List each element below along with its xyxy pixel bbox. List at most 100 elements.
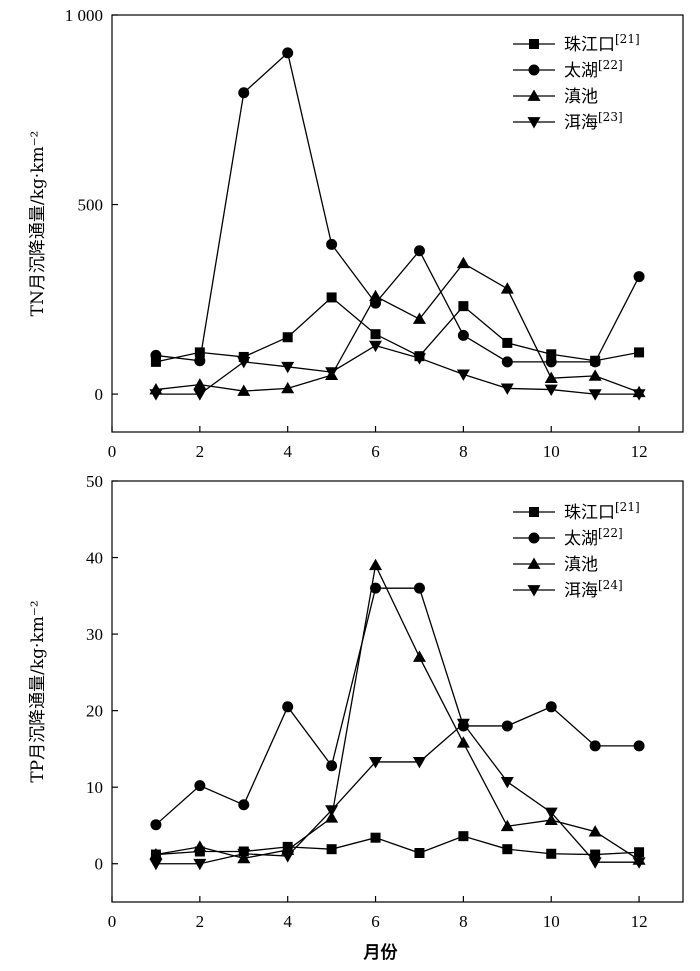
x-tick-label: 2 (196, 912, 205, 931)
data-point (326, 238, 338, 250)
data-point (588, 825, 602, 837)
data-point (545, 356, 557, 368)
y-axis-title: TP月沉降通量/kg·km⁻² (28, 600, 48, 782)
data-point (194, 355, 206, 367)
legend-item: 珠江口[21] (513, 32, 640, 55)
data-point (456, 369, 470, 381)
data-point (544, 807, 558, 819)
x-tick-label: 6 (371, 442, 380, 461)
x-tick-label: 8 (459, 442, 468, 461)
legend-marker (527, 117, 541, 129)
data-point (150, 819, 162, 831)
data-point (193, 840, 207, 852)
data-point (326, 760, 338, 772)
data-point (193, 858, 207, 871)
series-3 (149, 558, 646, 865)
data-point (325, 805, 339, 817)
x-tick-label: 6 (371, 912, 380, 931)
plot-frame (111, 14, 684, 433)
y-tick-label: 10 (86, 778, 103, 797)
data-point (500, 282, 514, 294)
legend-label: 滇池 (564, 555, 598, 575)
series-line (155, 344, 640, 395)
legend-item: 滇池 (513, 555, 598, 575)
legend-marker (528, 532, 540, 544)
data-point (544, 384, 558, 397)
data-point (502, 844, 513, 855)
data-point (634, 847, 645, 858)
data-point (632, 389, 646, 401)
data-point (282, 332, 293, 343)
series-line (155, 296, 640, 363)
series-4 (149, 718, 646, 871)
series-1 (150, 831, 645, 860)
y-tick-label: 0 (95, 855, 104, 874)
data-point (281, 381, 295, 394)
series-3 (149, 256, 646, 398)
data-point (544, 813, 558, 825)
data-point (369, 558, 383, 571)
data-point (194, 780, 206, 792)
data-point (456, 718, 470, 731)
legend-label: 洱海[24] (564, 578, 623, 601)
data-point (150, 349, 162, 361)
data-point (458, 301, 469, 312)
data-point (237, 384, 251, 396)
data-point (370, 832, 381, 843)
data-point (281, 851, 295, 863)
data-point (589, 740, 601, 752)
data-point (193, 389, 207, 401)
data-point (588, 369, 602, 381)
data-point (149, 389, 163, 401)
x-tick-label: 12 (631, 442, 648, 461)
data-point (194, 347, 205, 358)
series-line (155, 835, 640, 856)
y-axis-title: TN月沉降通量/kg·km⁻² (28, 131, 48, 317)
series-line (155, 262, 640, 393)
x-tick-label: 10 (543, 912, 560, 931)
data-point (501, 356, 513, 368)
legend-marker (527, 89, 541, 101)
data-point (412, 353, 426, 365)
y-tick-label: 0 (95, 385, 104, 404)
data-point (500, 819, 514, 832)
series-line (155, 722, 640, 865)
x-tick-label: 10 (543, 442, 560, 461)
legend-label: 太湖[22] (564, 58, 623, 81)
y-tick-label: 20 (86, 702, 103, 721)
legend-marker (529, 39, 539, 49)
series-line (155, 587, 640, 826)
data-point (500, 776, 514, 789)
legend-item: 太湖[22] (513, 58, 623, 81)
data-point (370, 329, 381, 340)
data-point (457, 329, 469, 341)
data-point (237, 356, 251, 369)
data-point (326, 292, 337, 303)
legend-item: 洱海[23] (513, 110, 623, 133)
data-point (412, 650, 426, 662)
data-point (412, 312, 426, 324)
data-point (546, 349, 557, 360)
data-point (545, 701, 557, 713)
legend-marker (527, 557, 541, 569)
data-point (282, 47, 294, 59)
data-point (414, 848, 425, 859)
y-tick-label: 1 000 (65, 6, 103, 25)
chart-panel-1: 0 2 4 6 8 10 12 0 500 1 000 TN月沉降通量/kg·km⁻² 珠江口[21]… (28, 6, 684, 461)
data-point (282, 701, 294, 713)
data-point (544, 371, 558, 384)
data-point (150, 356, 161, 367)
data-point (325, 811, 339, 823)
data-point (456, 256, 470, 269)
legend-label: 洱海[23] (564, 110, 623, 133)
data-point (590, 849, 601, 860)
data-point (149, 848, 163, 860)
data-point (588, 389, 602, 401)
data-point (369, 340, 383, 353)
data-point (458, 831, 469, 842)
data-point (633, 271, 645, 283)
x-axis-title: 月份 (363, 942, 399, 963)
legend-label: 珠江口[21] (564, 32, 640, 55)
data-point (238, 87, 250, 99)
